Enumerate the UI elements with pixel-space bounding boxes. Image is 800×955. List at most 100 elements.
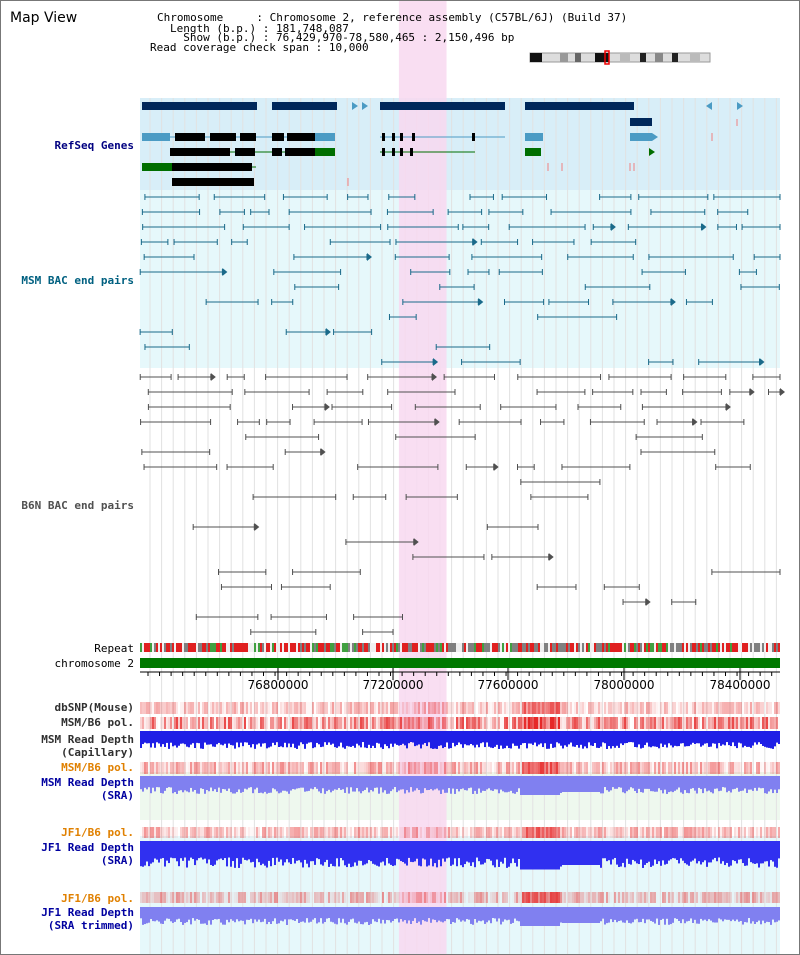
pol-cell	[442, 717, 444, 729]
pol-cell	[480, 717, 482, 729]
pol-cell	[500, 702, 502, 714]
repeat-bar	[600, 643, 602, 652]
ideogram-band	[530, 53, 542, 62]
view-title: Map View	[10, 10, 78, 26]
pol-cell	[268, 717, 270, 729]
depth-bar	[638, 731, 640, 745]
pol-cell	[210, 827, 212, 838]
pol-cell	[256, 717, 258, 729]
repeat-bar	[460, 643, 462, 652]
depth-bar	[630, 776, 632, 788]
depth-bar	[498, 841, 500, 867]
track-label-msm-b6-pol-2[interactable]: MSM/B6 pol.	[61, 761, 134, 774]
repeat-bar	[280, 643, 282, 652]
repeat-bar	[542, 643, 544, 652]
depth-bar	[302, 731, 304, 745]
depth-bar	[290, 841, 292, 865]
depth-bar	[332, 841, 334, 867]
repeat-bar	[514, 643, 516, 652]
pol-cell	[472, 717, 474, 729]
track-label-msm-bac[interactable]: MSM BAC end pairs	[21, 274, 134, 287]
pol-cell	[218, 702, 220, 714]
depth-bar	[234, 841, 236, 868]
pol-cell	[642, 762, 644, 774]
repeat-bar	[596, 643, 598, 652]
track-label-repeat[interactable]: Repeat	[94, 642, 134, 655]
pol-cell	[704, 762, 706, 774]
repeat-bar	[526, 643, 528, 652]
track-label-dbsnp[interactable]: dbSNP(Mouse)	[55, 701, 134, 714]
repeat-bar	[692, 643, 694, 652]
depth-bar	[770, 776, 772, 790]
pol-cell	[668, 702, 670, 714]
depth-bar	[690, 776, 692, 789]
depth-bar	[740, 731, 742, 744]
depth-bar	[710, 731, 712, 747]
pol-cell	[188, 827, 190, 838]
depth-bar	[552, 776, 554, 795]
repeat-bar	[584, 643, 586, 652]
track-label-chromosome[interactable]: chromosome 2	[55, 657, 134, 670]
depth-bar	[216, 907, 218, 920]
pol-cell	[296, 762, 298, 774]
pol-cell	[388, 827, 390, 838]
pol-cell	[716, 717, 718, 729]
depth-bar	[466, 907, 468, 920]
pol-cell	[374, 827, 376, 838]
pol-cell	[332, 702, 334, 714]
pol-cell	[298, 892, 300, 903]
depth-bar	[680, 907, 682, 924]
track-label-msm-depth-cap[interactable]: MSM Read Depth	[41, 733, 134, 746]
depth-bar	[512, 731, 514, 744]
pol-cell	[146, 717, 148, 729]
pol-cell	[516, 702, 518, 714]
depth-bar	[342, 776, 344, 790]
depth-bar	[156, 776, 158, 788]
depth-bar	[682, 776, 684, 794]
track-label-b6n-bac[interactable]: B6N BAC end pairs	[21, 499, 134, 512]
depth-bar	[342, 841, 344, 861]
depth-bar	[224, 731, 226, 744]
depth-bar	[442, 776, 444, 790]
track-label-msm-b6-pol-1[interactable]: MSM/B6 pol.	[61, 716, 134, 729]
pol-cell	[716, 892, 718, 903]
pol-cell	[706, 892, 708, 903]
pol-cell	[434, 717, 436, 729]
pol-cell	[320, 717, 322, 729]
pol-cell	[554, 827, 556, 838]
pol-cell	[642, 702, 644, 714]
depth-bar	[178, 841, 180, 867]
depth-bar	[728, 841, 730, 867]
depth-bar	[710, 776, 712, 793]
depth-bar	[466, 841, 468, 862]
pol-cell	[150, 717, 152, 729]
pol-cell	[416, 702, 418, 714]
chromosome-label: chromosome 2	[54, 657, 134, 670]
pol-cell	[530, 827, 532, 838]
repeat-bar	[378, 643, 380, 652]
pol-cell	[638, 762, 640, 774]
pol-cell	[740, 827, 742, 838]
track-label-jf1-b6-pol-1[interactable]: JF1/B6 pol.	[61, 826, 134, 839]
depth-bar	[506, 776, 508, 793]
repeat-bar	[556, 643, 558, 652]
pol-cell	[692, 827, 694, 838]
track-label-jf1-depth-trim[interactable]: JF1 Read Depth	[41, 906, 134, 919]
repeat-bar	[386, 643, 388, 652]
depth-bar	[704, 841, 706, 861]
pol-cell	[556, 892, 558, 903]
pol-cell	[586, 717, 588, 729]
pol-cell	[448, 762, 450, 774]
track-label-jf1-b6-pol-2[interactable]: JF1/B6 pol.	[61, 892, 134, 905]
depth-bar	[418, 907, 420, 922]
track-label-refseq[interactable]: RefSeq Genes	[55, 139, 134, 152]
pol-cell	[606, 892, 608, 903]
pol-cell	[502, 762, 504, 774]
track-label-msm-depth-sra[interactable]: MSM Read Depth	[41, 776, 134, 789]
repeat-bar	[494, 643, 496, 652]
pol-cell	[686, 892, 688, 903]
track-label-jf1-depth-sra[interactable]: JF1 Read Depth	[41, 841, 134, 854]
repeat-bar	[770, 643, 772, 652]
